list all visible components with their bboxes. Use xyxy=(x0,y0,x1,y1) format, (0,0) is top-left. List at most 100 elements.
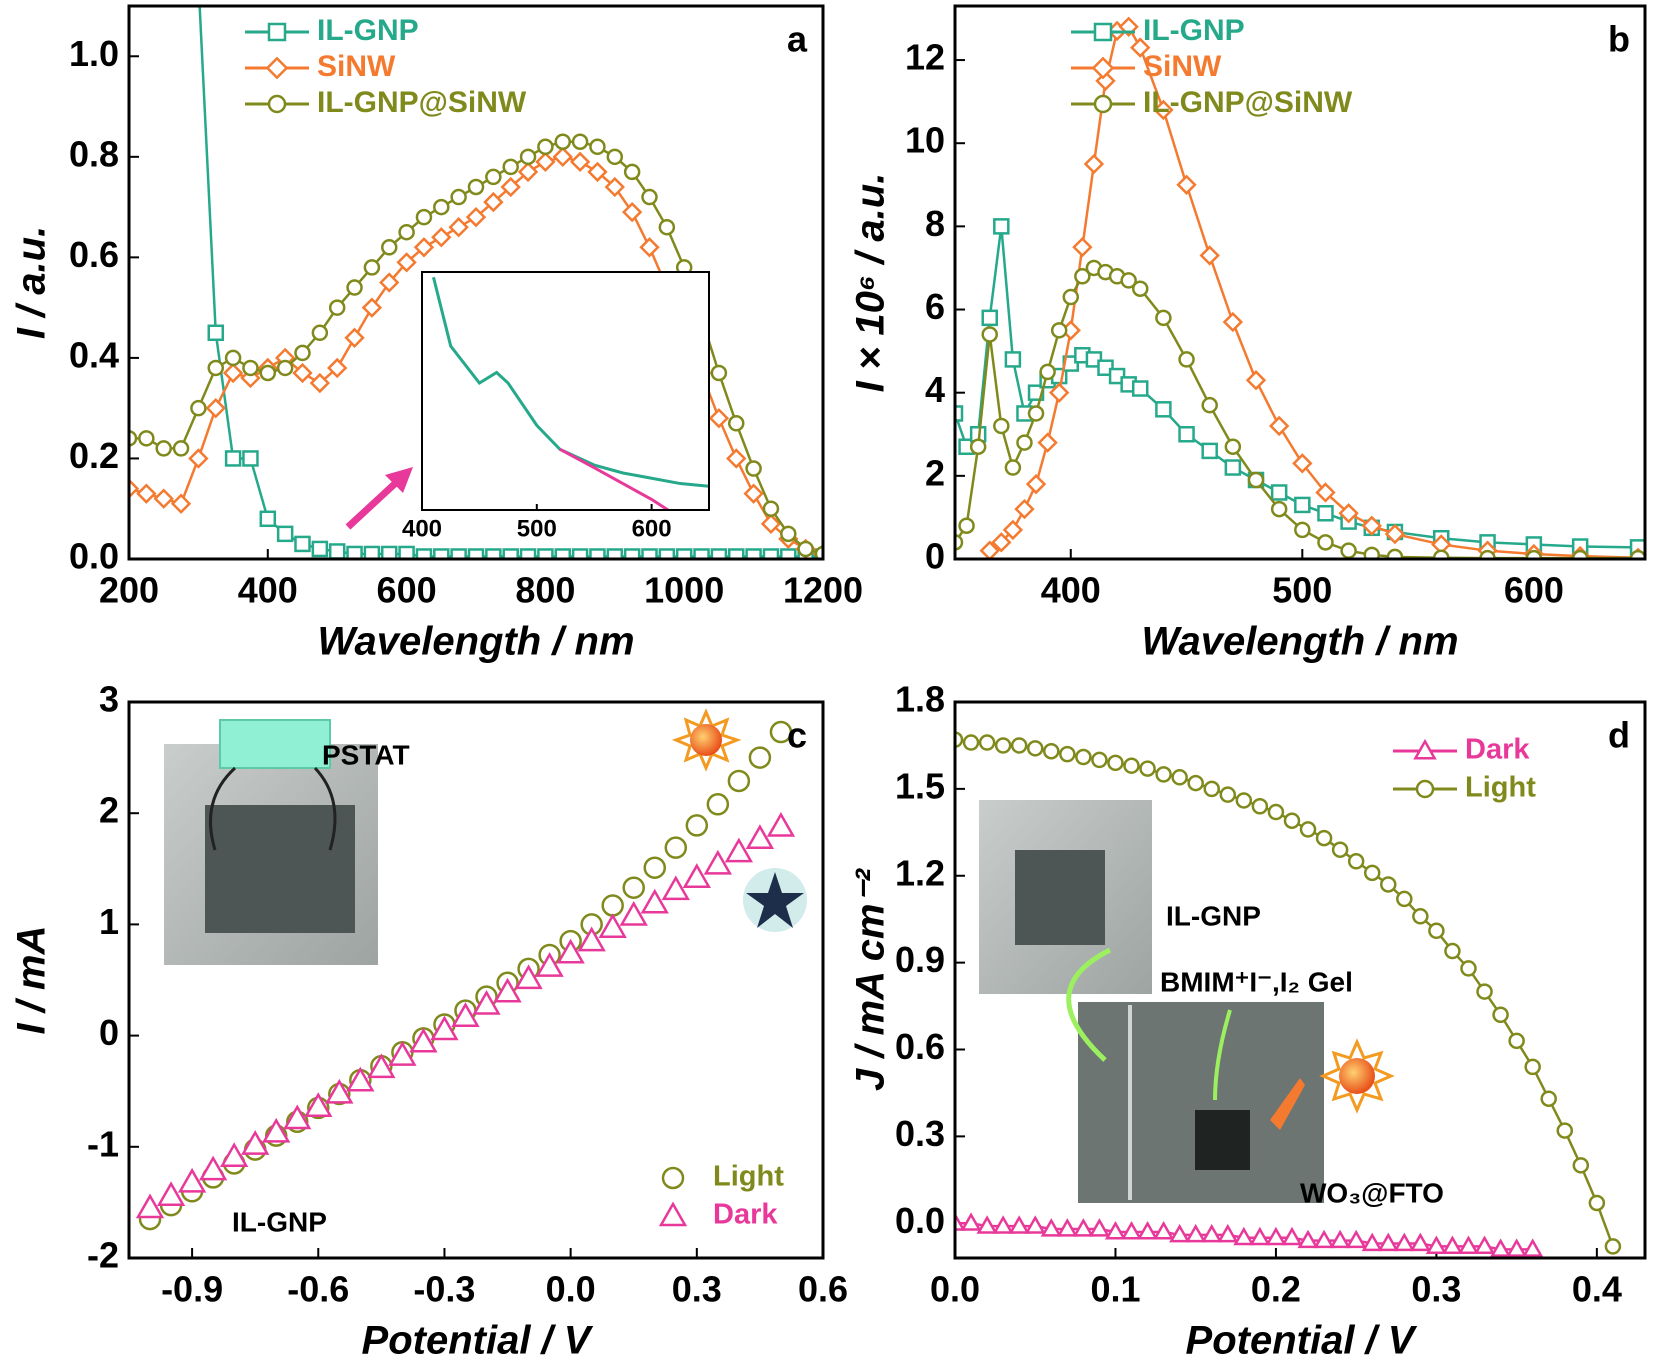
marker xyxy=(537,138,554,156)
y-tick-label: 1.0 xyxy=(69,33,119,74)
legend-label: Dark xyxy=(713,1199,778,1231)
marker xyxy=(641,548,658,559)
y-tick-label: 0.4 xyxy=(69,334,119,375)
marker xyxy=(643,856,667,879)
marker xyxy=(1153,99,1174,121)
marker xyxy=(325,1078,354,1104)
marker xyxy=(294,344,311,362)
y-tick-label: 6 xyxy=(925,286,945,327)
marker xyxy=(262,1117,291,1143)
marker xyxy=(1363,864,1381,882)
marker xyxy=(762,548,780,559)
photos-d xyxy=(979,800,1395,1203)
marker xyxy=(259,364,277,382)
marker xyxy=(658,548,676,559)
marker xyxy=(1297,1229,1319,1249)
marker xyxy=(451,1002,480,1027)
marker xyxy=(780,525,797,543)
axes-frame xyxy=(127,4,825,561)
series-line xyxy=(432,276,709,488)
marker xyxy=(1473,1235,1496,1254)
marker xyxy=(1155,766,1172,783)
marker xyxy=(276,525,294,543)
marker xyxy=(1224,438,1242,455)
marker xyxy=(1315,829,1333,847)
marker xyxy=(304,1092,333,1118)
marker xyxy=(198,1155,228,1181)
marker xyxy=(1340,542,1357,559)
x-tick-label: 600 xyxy=(632,515,672,542)
legend-marker xyxy=(1093,94,1113,114)
marker xyxy=(1338,503,1359,524)
marker xyxy=(242,450,259,467)
marker xyxy=(1014,498,1035,520)
panel-label: a xyxy=(787,19,808,60)
marker xyxy=(748,746,772,769)
marker xyxy=(136,483,157,504)
marker xyxy=(981,326,998,343)
marker xyxy=(981,309,998,327)
marker xyxy=(177,1167,207,1193)
marker xyxy=(1016,434,1033,451)
panel-label: d xyxy=(1608,715,1630,756)
marker xyxy=(388,1041,417,1066)
marker xyxy=(467,548,485,559)
marker xyxy=(259,510,277,528)
y-tick-label: 1.5 xyxy=(895,765,945,806)
marker xyxy=(1088,1218,1110,1237)
marker xyxy=(450,548,467,559)
marker xyxy=(430,1015,459,1041)
marker xyxy=(1039,363,1056,381)
x-tick-label: 0.0 xyxy=(930,1269,980,1310)
y-tick-label: 10 xyxy=(905,120,945,161)
marker xyxy=(780,548,797,559)
marker xyxy=(693,548,710,559)
marker xyxy=(465,206,487,228)
panel-label: c xyxy=(787,715,807,756)
marker xyxy=(483,191,504,213)
marker xyxy=(413,237,435,258)
legend-marker xyxy=(267,94,287,114)
marker xyxy=(1025,473,1047,495)
marker xyxy=(1004,459,1022,476)
marker xyxy=(346,1066,375,1092)
marker xyxy=(1049,382,1070,403)
marker xyxy=(675,548,693,559)
marker xyxy=(1120,1221,1143,1240)
y-tick-label: 0.2 xyxy=(69,435,119,476)
x-tick-label: -0.3 xyxy=(413,1269,475,1310)
marker xyxy=(1074,268,1091,285)
marker xyxy=(1245,370,1267,391)
y-axis-label: I / a.u. xyxy=(10,226,54,339)
marker xyxy=(710,548,728,559)
marker xyxy=(502,158,519,176)
y-tick-label: 0.3 xyxy=(895,1113,945,1154)
marker xyxy=(724,837,754,863)
marker xyxy=(1460,960,1477,977)
marker xyxy=(170,493,192,514)
marker xyxy=(1396,890,1413,908)
axes-frame xyxy=(127,700,825,1260)
axes-frame xyxy=(953,4,1647,561)
y-tick-label: 0 xyxy=(99,1012,119,1053)
marker xyxy=(606,548,624,559)
marker xyxy=(1393,1232,1415,1252)
marker xyxy=(1104,1221,1127,1240)
marker xyxy=(361,297,383,318)
y-tick-label: 8 xyxy=(925,203,945,244)
y-tick-label: 0 xyxy=(925,536,945,577)
marker xyxy=(1201,396,1218,414)
marker xyxy=(1050,322,1068,339)
marker xyxy=(519,148,537,166)
marker xyxy=(1508,1032,1525,1050)
plot-area xyxy=(955,731,1622,1257)
marker xyxy=(587,161,608,183)
marker xyxy=(1123,757,1140,774)
marker xyxy=(222,362,244,384)
marker xyxy=(1604,1238,1622,1255)
marker xyxy=(467,178,485,196)
marker xyxy=(762,500,780,517)
marker xyxy=(577,926,606,952)
marker xyxy=(309,372,331,394)
